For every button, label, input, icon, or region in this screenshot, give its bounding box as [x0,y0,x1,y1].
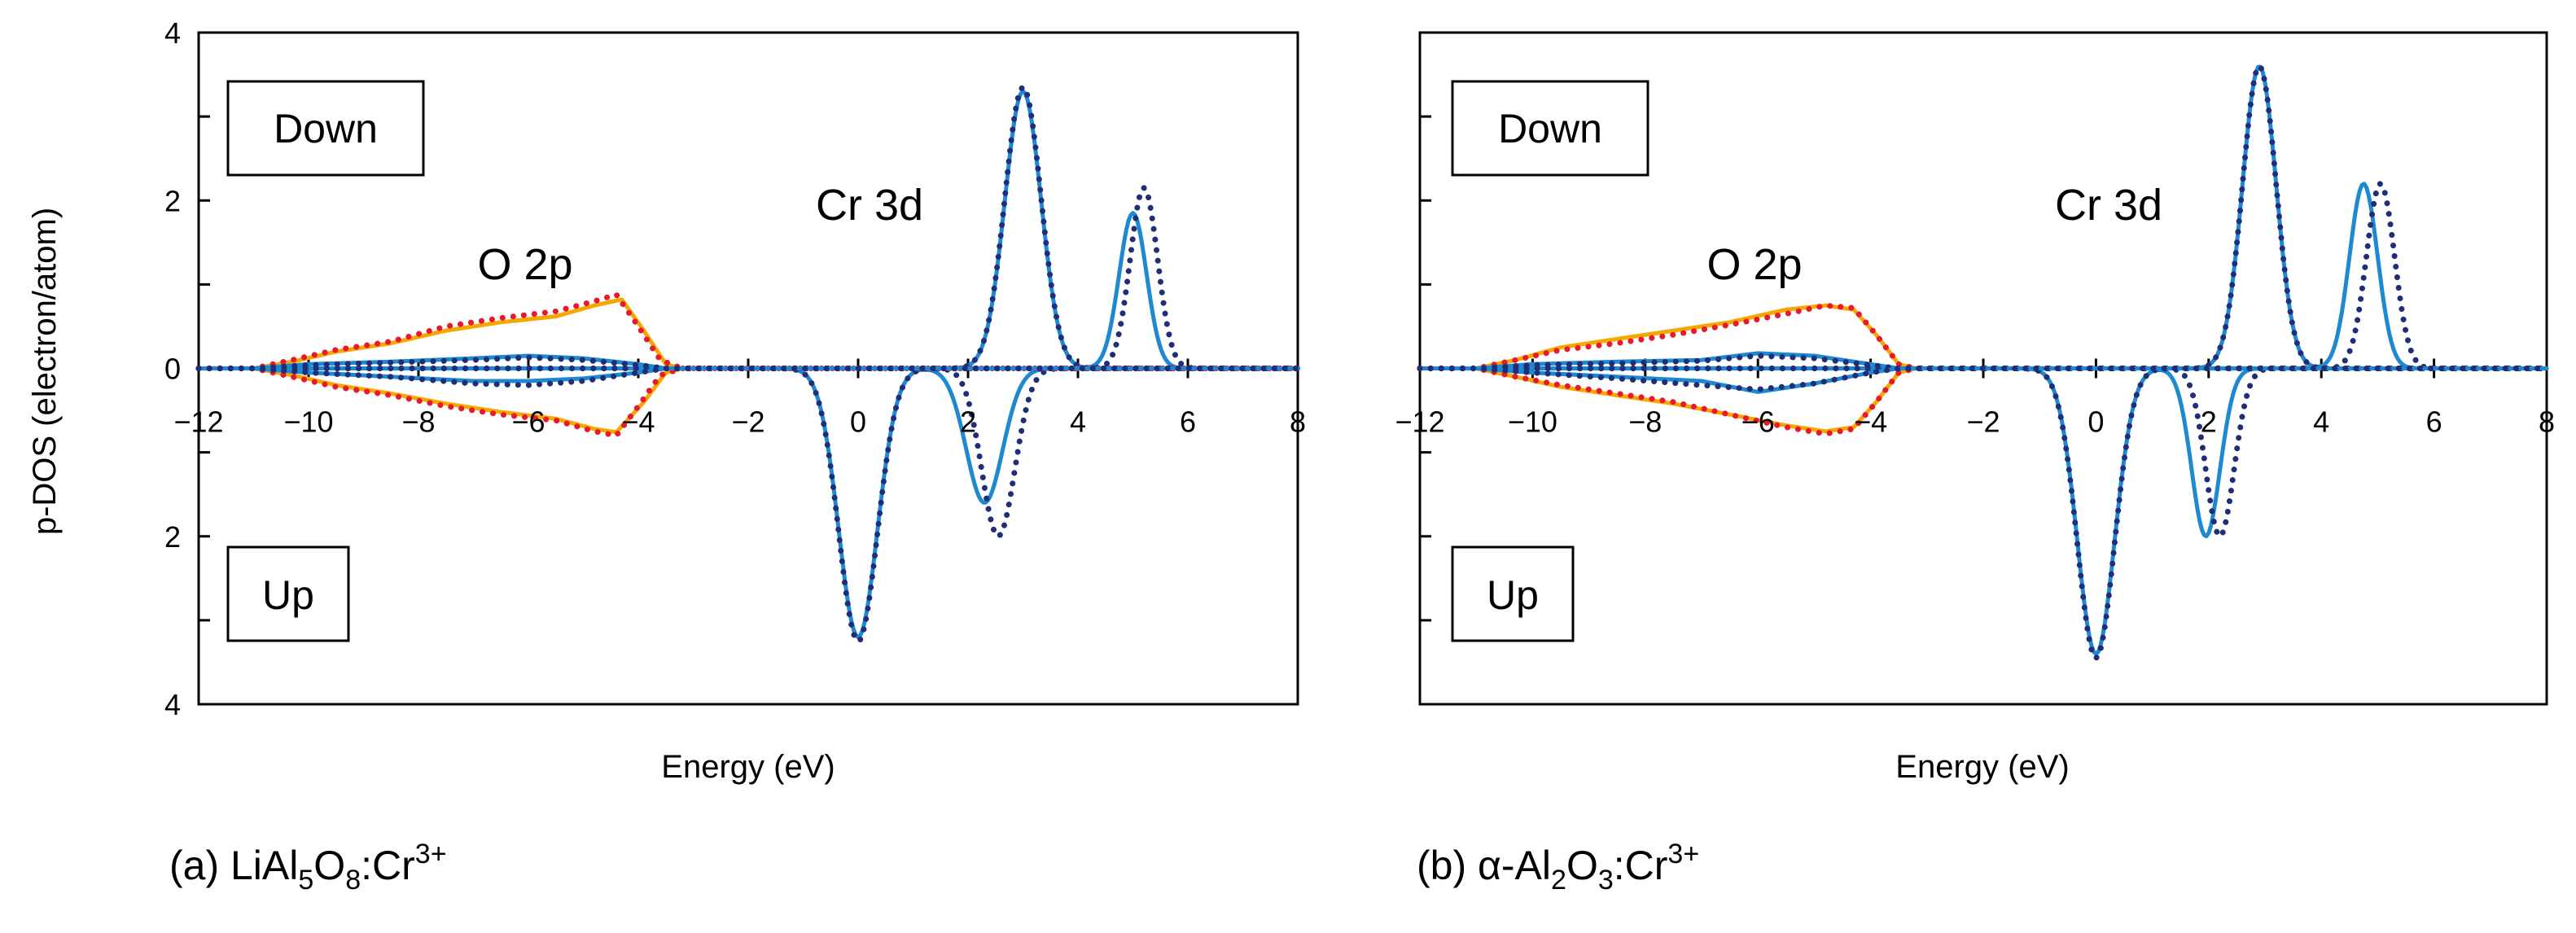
panel-b-down-label: Down [1498,106,1602,151]
x-tick-label: 4 [2313,405,2329,439]
panel-a-cr3d-annotation: Cr 3d [816,181,923,230]
x-tick-label: −8 [1628,405,1662,439]
panel-a-x-axis-label: Energy (eV) [661,749,835,785]
y-tick-label: 2 [164,184,181,217]
panel-a-x-tick-labels: −12 −10 −8 −6 −4 −2 0 2 4 6 8 [173,405,1306,439]
x-tick-label: −2 [1966,405,2000,439]
x-tick-label: 2 [2201,405,2217,439]
y-tick-label: 4 [164,16,181,50]
panel-b-up-box: Up [1451,545,1575,642]
x-tick-label: 6 [1180,405,1196,439]
panel-a-down-label: Down [274,106,378,151]
panel-b-x-axis-label: Energy (eV) [1895,749,2069,785]
series-line-o_partial-up [196,366,1300,435]
x-tick-label: −4 [621,405,655,439]
x-tick-label: 8 [2539,405,2555,439]
panel-a-y-tick-labels: 4 2 0 2 4 [164,16,181,721]
series-line-cr_total-down [195,354,1301,371]
panel-a-series [195,84,1301,645]
panel-b-o2p-annotation: O 2p [1706,240,1802,289]
panel-a-up-label: Up [262,572,314,618]
y-tick-label: 4 [164,688,181,721]
x-tick-label: −12 [1395,405,1444,439]
x-tick-label: −4 [1854,405,1887,439]
series-line-cr_total-up [1417,366,2550,392]
panel-b-series [1417,64,2550,661]
series-line-o_total-down [1417,302,2550,371]
x-tick-label: 8 [1290,405,1306,439]
panel-b-up-label: Up [1487,572,1539,618]
series-line-o_partial-down [196,297,1300,370]
x-tick-label: −2 [731,405,764,439]
y-axis-label: p-DOS (electron/atom) [27,208,63,535]
y-tick-label: 0 [164,353,181,386]
panel-b-caption: (b) α-Al2O3:Cr3+ [1417,839,1699,896]
series-line-o_total-up [195,366,1301,439]
panel-b-down-box: Down [1451,80,1649,177]
x-tick-label: 4 [1070,405,1086,439]
x-tick-label: 0 [850,405,866,439]
series-line-cr_total-up [195,366,1301,388]
panel-b-cr3d-annotation: Cr 3d [2055,181,2162,230]
x-tick-label: −10 [1508,405,1557,439]
y-tick-label: 2 [164,520,181,554]
series-line-cr_total-up [195,366,1301,645]
x-tick-label: 0 [2088,405,2104,439]
x-tick-label: −10 [283,405,333,439]
x-tick-label: −6 [1741,405,1775,439]
x-tick-label: −8 [401,405,435,439]
panel-a-chart: −12 −10 −8 −6 −4 −2 0 2 4 6 8 4 2 0 2 4 Down Up O 2p C… [164,16,1306,896]
x-tick-label: 6 [2426,405,2442,439]
series-line-o_total-up [1417,366,2550,437]
panel-b-chart: −12 −10 −8 −6 −4 −2 0 2 4 6 8 Down Up O 2p Cr 3d E… [1395,31,2555,896]
panel-a-up-box: Up [226,545,350,642]
x-tick-label: −6 [511,405,545,439]
x-tick-label: 2 [960,405,976,439]
panel-a-down-box: Down [226,80,425,177]
panel-b-x-tick-labels: −12 −10 −8 −6 −4 −2 0 2 4 6 8 [1395,405,2555,439]
x-tick-label: −12 [173,405,223,439]
series-line-cr_total-down [1417,353,2550,371]
panel-a-caption: (a) LiAl5O8:Cr3+ [169,839,447,896]
panel-a-o2p-annotation: O 2p [477,240,572,289]
